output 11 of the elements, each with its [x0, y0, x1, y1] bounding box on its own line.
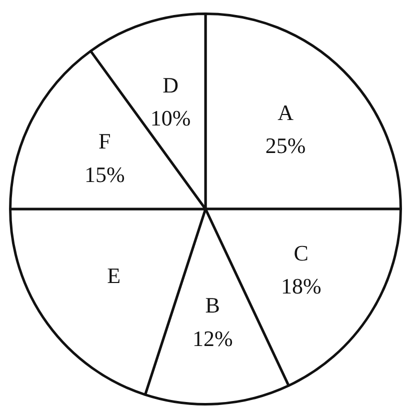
- data-label: 25%: [265, 133, 306, 158]
- data-label: 10%: [150, 106, 191, 131]
- data-label: 12%: [192, 326, 233, 351]
- slice-label: D: [162, 72, 178, 98]
- data-label: 18%: [280, 274, 322, 299]
- slice-label: C: [294, 240, 308, 266]
- slice-label: A: [278, 100, 294, 126]
- slice-label: E: [107, 262, 121, 288]
- slice-label: F: [98, 128, 111, 154]
- data-label: 15%: [84, 162, 125, 187]
- slice-label: B: [205, 292, 220, 318]
